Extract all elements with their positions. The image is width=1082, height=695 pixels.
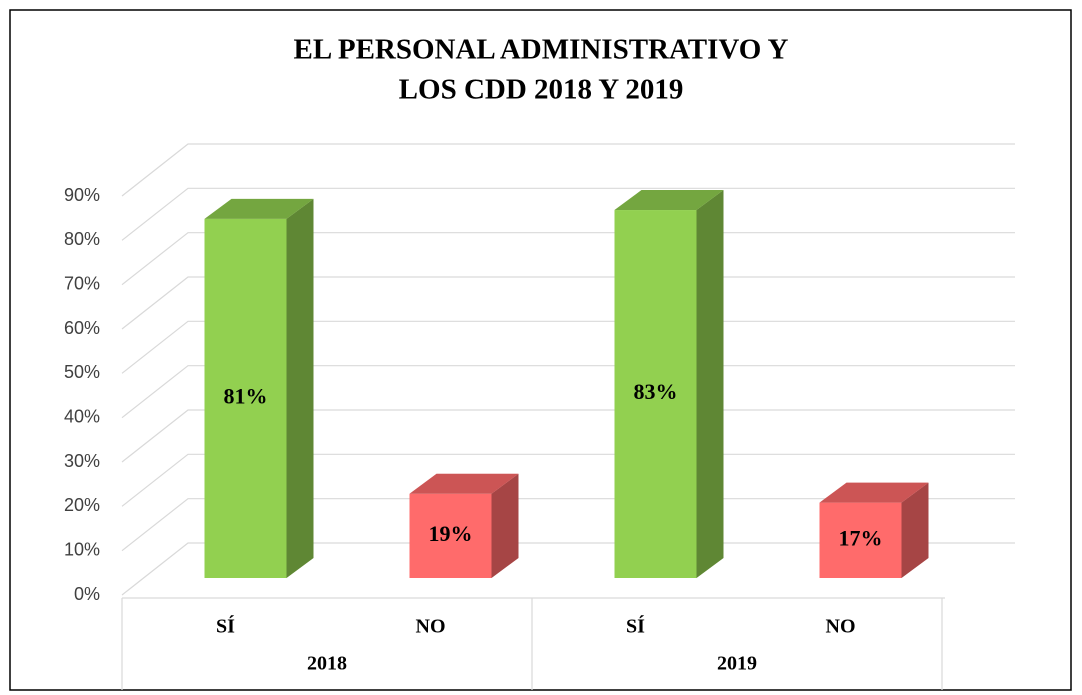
y-tick-label: 90%: [64, 185, 100, 205]
grid-line: [121, 143, 1015, 197]
y-tick-label: 10%: [64, 539, 100, 559]
bar-top-shade: [614, 190, 724, 211]
chart-border: [9, 9, 1072, 691]
data-label: 19%: [429, 521, 473, 546]
grid-line: [121, 276, 1015, 330]
grid-line: [121, 187, 1015, 241]
data-label: 83%: [634, 379, 678, 404]
grid-line: [121, 365, 1015, 419]
bar: [614, 210, 697, 579]
chart-title: EL PERSONAL ADMINISTRATIVO Y: [294, 34, 789, 66]
chart-title: LOS CDD 2018 Y 2019: [399, 74, 684, 106]
bar-side: [696, 190, 724, 579]
bar: [204, 218, 287, 578]
data-label: 81%: [224, 383, 268, 408]
bar-top: [614, 190, 724, 211]
y-tick-label: 40%: [64, 406, 100, 426]
bar-top: [409, 473, 519, 494]
bar-top: [204, 198, 314, 219]
bar-top: [819, 482, 929, 503]
bar-top-shade: [409, 473, 519, 494]
bar-side: [491, 473, 519, 578]
y-tick-label: 30%: [64, 451, 100, 471]
y-tick-label: 60%: [64, 318, 100, 338]
data-label: 17%: [839, 525, 883, 550]
bar: [409, 493, 492, 578]
y-tick-label: 50%: [64, 362, 100, 382]
group-label: 2019: [717, 653, 757, 675]
bar-side-shade: [901, 482, 929, 578]
bar-side: [286, 198, 314, 578]
grid-line: [121, 232, 1015, 286]
grid-line: [121, 409, 1015, 463]
y-tick-label: 70%: [64, 273, 100, 293]
bar-side-shade: [696, 190, 724, 579]
grid-line: [121, 542, 1015, 596]
x-tick-label: SÍ: [626, 615, 645, 638]
y-tick-label: 80%: [64, 229, 100, 249]
x-tick-label: SÍ: [216, 615, 235, 638]
bar: [819, 502, 902, 578]
y-tick-label: 0%: [74, 584, 100, 604]
grid-line: [121, 320, 1015, 374]
y-tick-label: 20%: [64, 495, 100, 515]
bar-side-shade: [491, 473, 519, 578]
bar-side-shade: [286, 198, 314, 578]
bar-top-shade: [204, 198, 314, 219]
grid-line: [121, 498, 1015, 552]
x-tick-label: NO: [416, 616, 446, 638]
group-label: 2018: [307, 653, 347, 675]
grid-line: [121, 453, 1015, 507]
bar-top-shade: [819, 482, 929, 503]
x-tick-label: NO: [826, 616, 856, 638]
bar-side: [901, 482, 929, 578]
